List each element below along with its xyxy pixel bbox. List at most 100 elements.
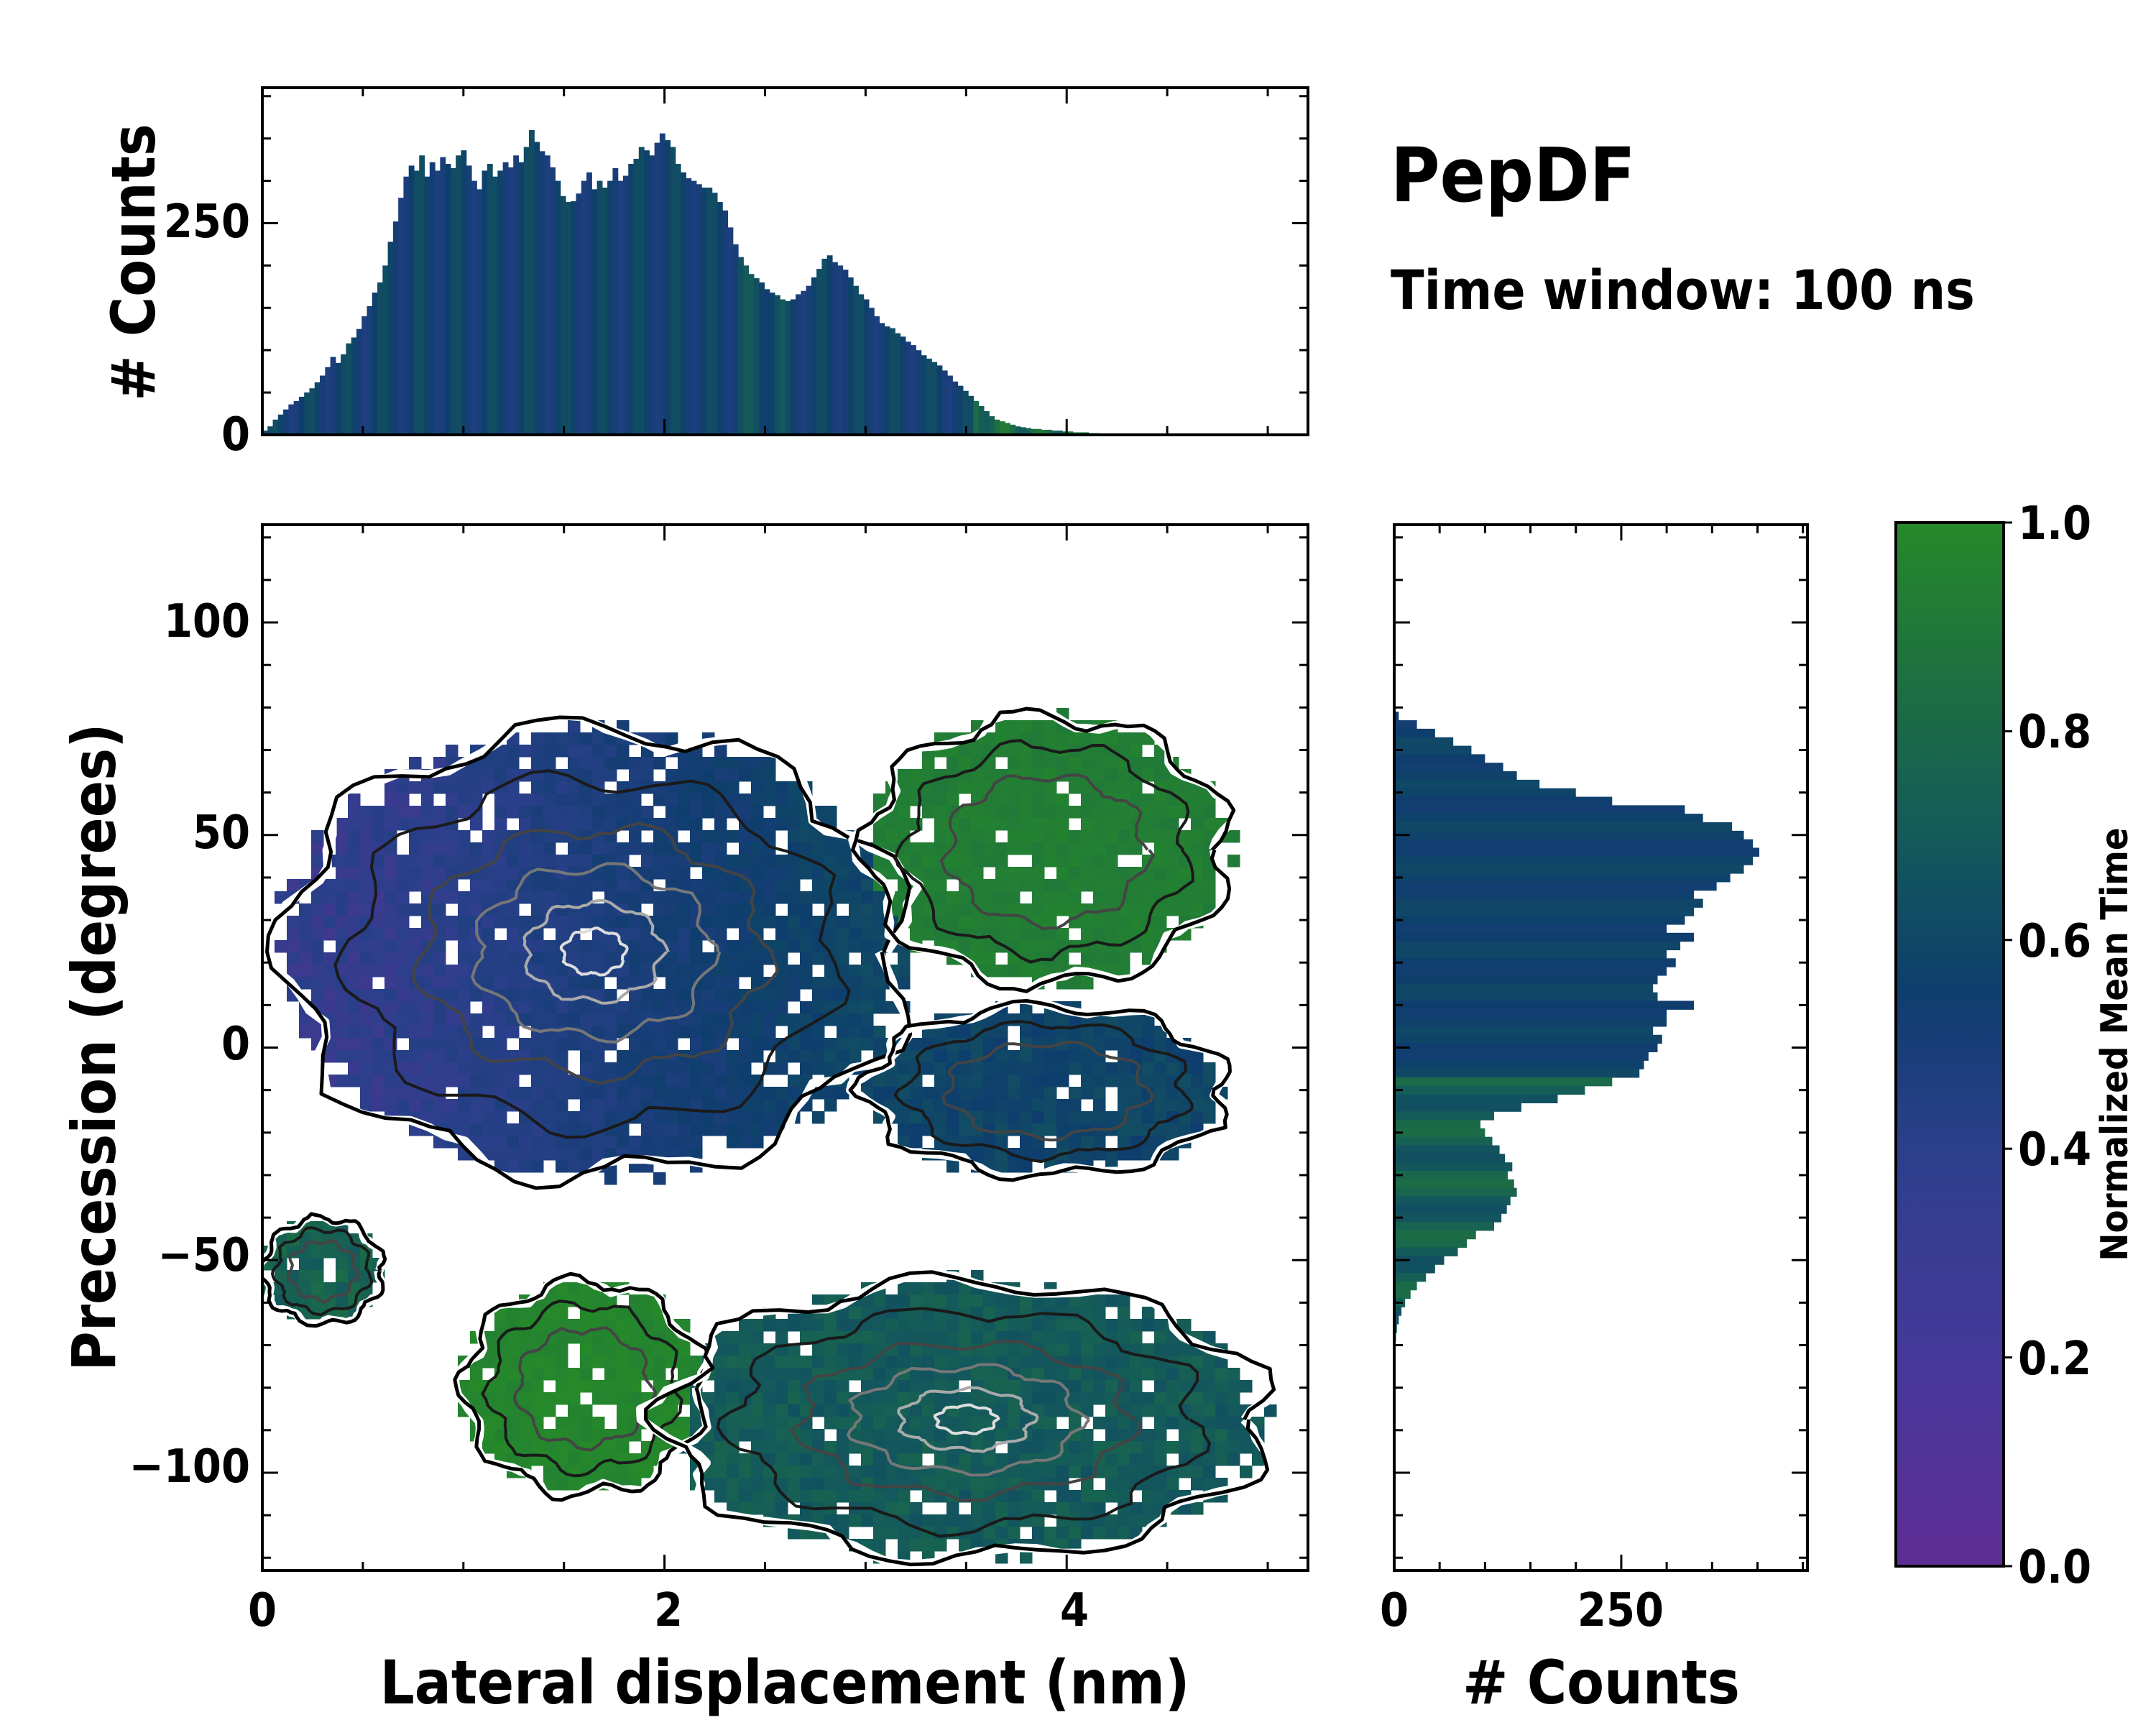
- heatmap-cell: [604, 1368, 617, 1381]
- heatmap-cell: [1056, 806, 1069, 819]
- heatmap-cell: [580, 1368, 593, 1381]
- top-hist-bar: [884, 326, 890, 435]
- heatmap-cell: [775, 952, 788, 965]
- heatmap-cell: [934, 1026, 947, 1039]
- heatmap-cell: [739, 1331, 752, 1344]
- top-hist-bar: [706, 188, 713, 435]
- heatmap-cell: [946, 1478, 959, 1491]
- heatmap-cell: [568, 1038, 581, 1051]
- heatmap-cell: [959, 1282, 972, 1295]
- heatmap-cell: [800, 1478, 813, 1491]
- heatmap-cell: [1056, 1075, 1069, 1087]
- heatmap-cell: [800, 1417, 813, 1430]
- heatmap-cell: [556, 1356, 568, 1368]
- heatmap-cell: [507, 965, 520, 978]
- heatmap-cell: [690, 1099, 703, 1112]
- heatmap-cell: [739, 1343, 752, 1356]
- heatmap-cell: [1008, 891, 1021, 904]
- heatmap-cell: [665, 1343, 678, 1356]
- heatmap-cell: [1179, 1343, 1192, 1356]
- heatmap-cell: [763, 977, 776, 990]
- heatmap-cell: [1081, 1502, 1094, 1515]
- heatmap-cell: [421, 1013, 434, 1026]
- heatmap-cell: [653, 842, 666, 855]
- heatmap-cell: [922, 757, 935, 770]
- heatmap-cell: [727, 952, 740, 965]
- heatmap-cell: [898, 1490, 911, 1503]
- top-hist-bar: [1005, 423, 1010, 435]
- heatmap-cell: [629, 794, 642, 806]
- heatmap-cell: [653, 1404, 666, 1417]
- top-hist-bar: [628, 164, 635, 435]
- heatmap-cell: [788, 1466, 801, 1478]
- heatmap-cell: [959, 1319, 972, 1332]
- heatmap-cell: [1142, 1356, 1155, 1368]
- heatmap-cell: [556, 1136, 568, 1149]
- top-hist-bar: [962, 390, 969, 435]
- heatmap-cell: [922, 1294, 935, 1307]
- heatmap-cell: [714, 965, 727, 978]
- heatmap-cell: [1081, 1111, 1094, 1124]
- heatmap-cell: [1142, 928, 1155, 941]
- heatmap-cell: [1032, 891, 1045, 904]
- heatmap-cell: [1130, 1368, 1143, 1381]
- heatmap-cell: [494, 818, 507, 831]
- heatmap-cell: [959, 1478, 972, 1491]
- heatmap-cell: [543, 952, 556, 965]
- ytick-label-minus100: −100: [129, 1440, 250, 1494]
- heatmap-cell: [494, 1136, 507, 1149]
- heatmap-cell: [946, 1026, 959, 1039]
- right-hist-bar: [1394, 771, 1517, 781]
- heatmap-cell: [727, 757, 740, 770]
- heatmap-cell: [800, 1429, 813, 1442]
- heatmap-cell: [983, 1099, 996, 1112]
- heatmap-cell: [482, 757, 495, 770]
- top-hist-bar: [346, 343, 352, 435]
- heatmap-cell: [1191, 1404, 1204, 1417]
- heatmap-cell: [763, 769, 776, 782]
- top-hist-bar: [911, 345, 916, 435]
- heatmap-cell: [1118, 1527, 1130, 1540]
- heatmap-cell: [788, 903, 801, 916]
- top-hist-bar: [513, 155, 520, 435]
- heatmap-cell: [1166, 830, 1179, 843]
- top-hist-bar: [665, 140, 671, 436]
- heatmap-cell: [910, 1404, 923, 1417]
- heatmap-cell: [592, 1356, 605, 1368]
- heatmap-cell: [323, 989, 336, 1002]
- heatmap-cell: [580, 952, 593, 965]
- heatmap-cell: [763, 891, 776, 904]
- heatmap-cell: [678, 1343, 691, 1356]
- heatmap-cell: [446, 879, 459, 892]
- heatmap-cell: [482, 1136, 495, 1149]
- heatmap-cell: [824, 928, 837, 941]
- heatmap-cell: [568, 940, 581, 953]
- heatmap-cell: [1118, 842, 1130, 855]
- top-hist-bar: [769, 293, 775, 435]
- heatmap-cell: [788, 965, 801, 978]
- heatmap-cell: [1142, 1123, 1155, 1136]
- heatmap-cell: [507, 1404, 520, 1417]
- heatmap-cell: [971, 806, 984, 819]
- heatmap-cell: [959, 903, 972, 916]
- heatmap-cell: [1118, 1356, 1130, 1368]
- heatmap-cell: [959, 1075, 972, 1087]
- heatmap-cell: [470, 1099, 483, 1112]
- heatmap-cell: [1032, 928, 1045, 941]
- heatmap-cell: [494, 1343, 507, 1356]
- heatmap-cell: [323, 1246, 336, 1259]
- top-hist-bar: [267, 426, 274, 435]
- heatmap-cell: [995, 1123, 1008, 1136]
- heatmap-cell: [531, 1356, 544, 1368]
- heatmap-cell: [494, 1026, 507, 1039]
- heatmap-cell: [849, 1356, 862, 1368]
- heatmap-cell: [556, 1441, 568, 1454]
- heatmap-cell: [1105, 1417, 1118, 1430]
- heatmap-cell: [580, 891, 593, 904]
- heatmap-cell: [1093, 891, 1106, 904]
- heatmap-cell: [421, 1050, 434, 1063]
- heatmap-cell: [861, 1331, 874, 1344]
- heatmap-cell: [1118, 867, 1130, 880]
- colorbar: 1.0 0.8 0.6 0.4 0.2 0.0 Normalized Mean …: [1894, 497, 2137, 1594]
- heatmap-cell: [983, 855, 996, 868]
